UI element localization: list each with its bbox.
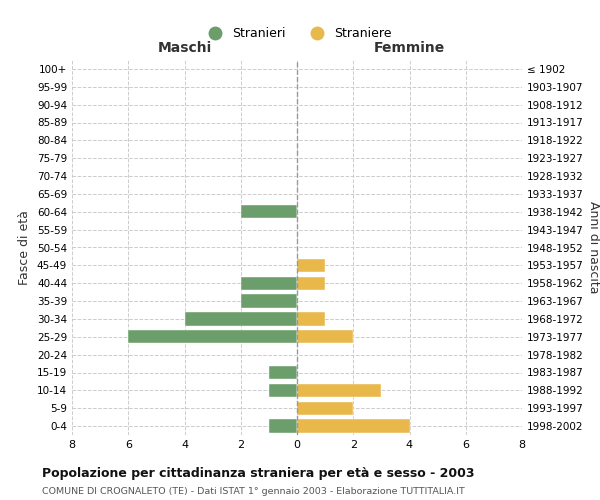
Bar <box>241 205 297 218</box>
Text: Maschi: Maschi <box>157 40 212 54</box>
Y-axis label: Fasce di età: Fasce di età <box>19 210 31 285</box>
Bar <box>297 330 353 344</box>
Bar <box>297 420 409 433</box>
Y-axis label: Anni di nascita: Anni di nascita <box>587 201 600 294</box>
Legend: Stranieri, Straniere: Stranieri, Straniere <box>196 21 398 46</box>
Bar <box>297 384 382 397</box>
Bar <box>297 402 353 415</box>
Text: Popolazione per cittadinanza straniera per età e sesso - 2003: Popolazione per cittadinanza straniera p… <box>42 468 475 480</box>
Bar <box>297 276 325 290</box>
Bar <box>297 312 325 326</box>
Bar <box>185 312 297 326</box>
Bar <box>241 276 297 290</box>
Bar <box>241 294 297 308</box>
Bar <box>269 366 297 379</box>
Text: Femmine: Femmine <box>374 40 445 54</box>
Bar <box>269 420 297 433</box>
Bar <box>269 384 297 397</box>
Text: COMUNE DI CROGNALETO (TE) - Dati ISTAT 1° gennaio 2003 - Elaborazione TUTTITALIA: COMUNE DI CROGNALETO (TE) - Dati ISTAT 1… <box>42 488 465 496</box>
Bar <box>297 258 325 272</box>
Bar <box>128 330 297 344</box>
